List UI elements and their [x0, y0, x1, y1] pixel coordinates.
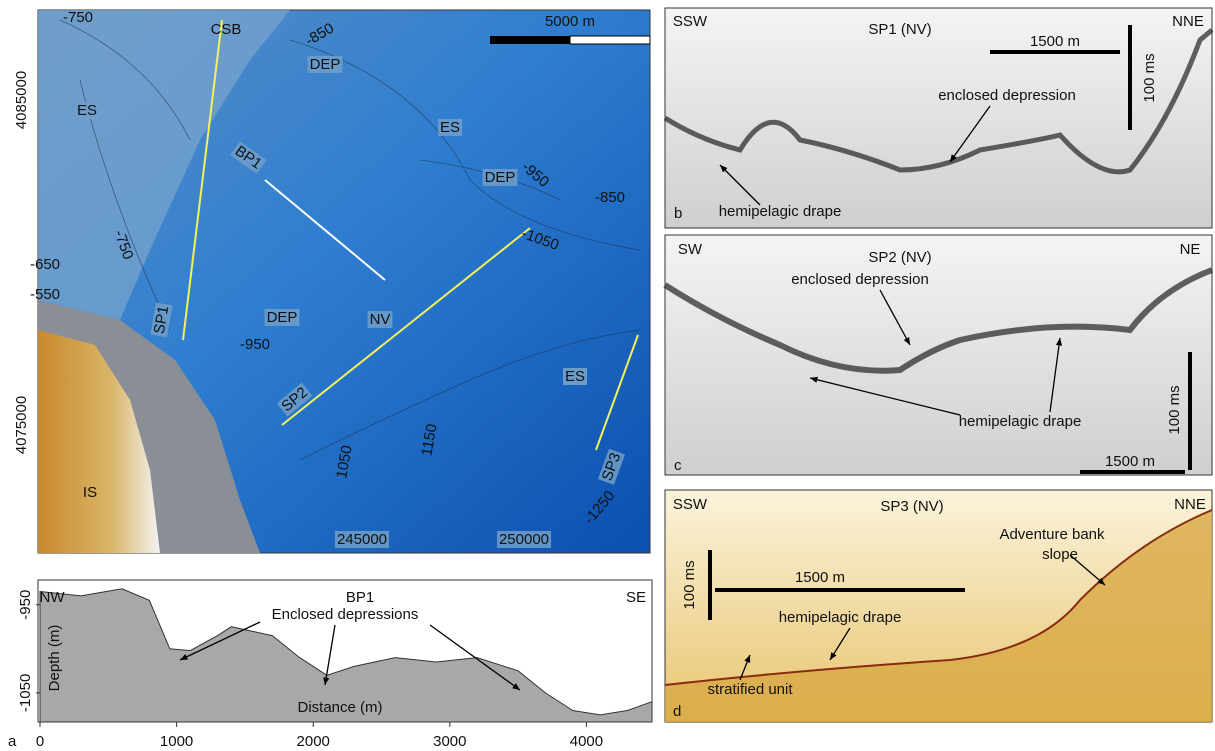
label: 100 ms: [681, 560, 698, 609]
y-tick-label: -950: [17, 590, 34, 620]
label: 250000: [499, 531, 549, 548]
label: 4075000: [13, 396, 30, 454]
label: 1500 m: [795, 569, 845, 586]
x-tick-label: 0: [36, 733, 44, 750]
label-line: Adventure bank: [999, 526, 1105, 543]
label: hemipelagic drape: [719, 203, 842, 220]
label: enclosed depression: [938, 87, 1076, 104]
label: NW: [40, 589, 66, 606]
label: SSW: [673, 496, 708, 513]
label: 1500 m: [1030, 33, 1080, 50]
label: CSB: [211, 21, 242, 38]
label: hemipelagic drape: [959, 413, 1082, 430]
label: 245000: [337, 531, 387, 548]
label: -950: [240, 336, 270, 353]
figure: 5000 m 4085000 4075000 245000 250000 a -750 CSB…: [0, 0, 1215, 751]
label: c: [674, 457, 682, 474]
scale-bar: [490, 36, 570, 44]
label: NV: [370, 311, 391, 328]
label: SP2 (NV): [868, 249, 931, 266]
label: b: [674, 205, 682, 222]
label: BP1: [346, 589, 374, 606]
label: SP1 (NV): [868, 21, 931, 38]
label: NE: [1180, 241, 1201, 258]
label: -850: [595, 189, 625, 206]
label: 100 ms: [1141, 53, 1158, 102]
label: DEP: [310, 56, 341, 73]
label: hemipelagic drape: [779, 609, 902, 626]
label: 1500 m: [1105, 453, 1155, 470]
x-tick-label: 1000: [160, 733, 193, 750]
label: 100 ms: [1166, 385, 1183, 434]
seismic-c: [665, 235, 1212, 475]
label: SW: [678, 241, 703, 258]
label: SSW: [673, 13, 708, 30]
label: SP3 (NV): [880, 498, 943, 515]
label: DEP: [267, 309, 298, 326]
label: ES: [77, 102, 97, 119]
label: a: [8, 733, 17, 750]
label: -750: [63, 9, 93, 26]
label: DEP: [485, 169, 516, 186]
scale-bar: [570, 36, 650, 44]
label: -650: [30, 256, 60, 273]
label-line: slope: [1042, 546, 1078, 563]
label: -550: [30, 286, 60, 303]
x-tick-label: 2000: [297, 733, 330, 750]
label: 4085000: [13, 71, 30, 129]
label: enclosed depression: [791, 271, 929, 288]
label: ES: [565, 368, 585, 385]
x-tick-label: 3000: [433, 733, 466, 750]
label: NNE: [1174, 496, 1206, 513]
label: d: [673, 703, 681, 720]
label: Enclosed depressions: [272, 606, 419, 623]
label: stratified unit: [707, 681, 793, 698]
label: 5000 m: [545, 13, 595, 30]
label: Distance (m): [297, 699, 382, 716]
label: Depth (m): [46, 625, 63, 692]
x-tick-label: 4000: [570, 733, 603, 750]
label: ES: [440, 119, 460, 136]
label: NNE: [1172, 13, 1204, 30]
y-tick-label: -1050: [17, 674, 34, 712]
label: SE: [626, 589, 646, 606]
label: IS: [83, 484, 97, 501]
